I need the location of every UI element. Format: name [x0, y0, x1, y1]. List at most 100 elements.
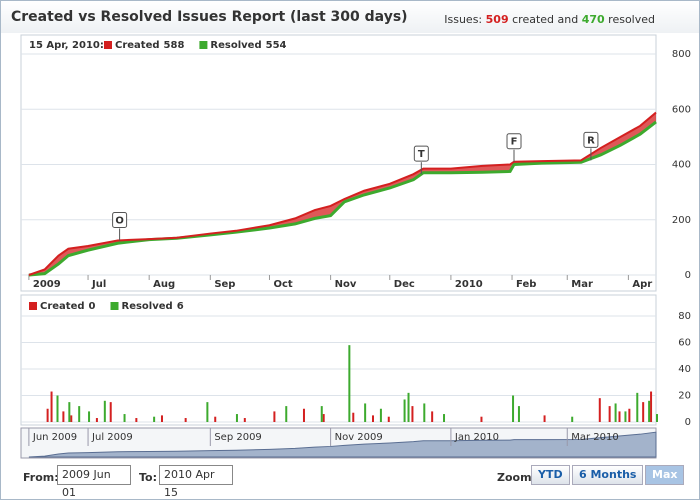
flag-label: R — [587, 135, 595, 146]
legend-name: Created — [115, 40, 160, 51]
bar — [650, 391, 653, 422]
legend-date: 15 Apr, 2010: — [29, 40, 104, 51]
y-tick-label: 0 — [685, 270, 691, 281]
legend-swatch — [29, 302, 37, 310]
series-line — [28, 120, 657, 277]
bar — [135, 418, 138, 422]
bar — [512, 395, 515, 422]
bar — [443, 414, 446, 422]
bar — [431, 411, 434, 422]
bar — [214, 416, 217, 422]
navigator-label: Jan 2010 — [454, 432, 499, 443]
flag-label: O — [115, 215, 124, 226]
legend-name: Created — [40, 301, 85, 312]
bar — [95, 418, 98, 422]
bar — [78, 406, 81, 422]
y-tick-label: 600 — [672, 104, 691, 115]
bar — [636, 392, 639, 422]
title-bar: Created vs Resolved Issues Report (last … — [1, 1, 699, 33]
bar — [411, 406, 414, 422]
bar — [50, 391, 53, 422]
bar — [624, 411, 627, 422]
bar — [123, 414, 126, 422]
bar — [608, 406, 611, 422]
summary: Issues: 509 created and 470 resolved — [444, 13, 655, 26]
from-input[interactable]: 2009 Jun 01 — [57, 465, 131, 499]
bar — [517, 406, 520, 422]
x-tick-label: Mar — [571, 279, 593, 290]
legend-swatch — [104, 41, 112, 49]
bar — [628, 408, 631, 422]
to-input[interactable]: 2010 Apr 15 — [159, 465, 233, 499]
legend-swatch — [199, 41, 208, 49]
legend-name: Resolved — [122, 301, 173, 312]
bar — [160, 415, 163, 422]
bar — [403, 399, 406, 422]
flag — [413, 145, 429, 162]
bar — [62, 411, 65, 422]
x-tick-label: Jul — [91, 279, 106, 290]
bar — [206, 402, 209, 422]
range-bar: From: 2009 Jun 01 To: 2010 Apr 15 Zoom: … — [1, 463, 699, 499]
summary-text: resolved — [608, 13, 655, 26]
bar — [243, 418, 246, 422]
bar — [571, 416, 574, 422]
bar — [598, 398, 601, 422]
bar — [656, 414, 658, 422]
bar — [56, 395, 59, 422]
legend-name: Resolved — [210, 40, 261, 51]
navigator-label: Sep 2009 — [214, 432, 261, 443]
navigator-area — [28, 431, 657, 458]
navigator-label: Nov 2009 — [335, 432, 383, 443]
legend-value: 588 — [164, 40, 185, 51]
bar — [379, 408, 382, 422]
flag-label: T — [418, 149, 425, 160]
legend-swatch — [110, 302, 119, 310]
bar — [302, 408, 305, 422]
navigator-label: Mar 2010 — [571, 432, 619, 443]
bottom-frame — [20, 294, 657, 426]
bar — [387, 416, 390, 422]
bar — [235, 414, 238, 422]
x-tick-label: Aug — [153, 279, 175, 290]
top-frame — [20, 34, 657, 292]
from-label: From: — [23, 471, 59, 484]
bar — [371, 415, 374, 422]
bar — [348, 345, 351, 422]
flag-label: F — [511, 137, 518, 148]
to-label: To: — [139, 471, 157, 484]
bar — [480, 416, 483, 422]
bar — [88, 411, 91, 422]
y-tick-label: 0 — [685, 417, 691, 428]
legend-value: 6 — [177, 301, 184, 312]
y-tick-label: 40 — [678, 364, 691, 375]
navigator-label: Jul 2009 — [91, 432, 133, 443]
zoom-button[interactable]: Max — [645, 465, 685, 485]
bar — [543, 415, 546, 422]
x-tick-label: Sep — [214, 279, 235, 290]
bar — [407, 392, 410, 422]
bar — [322, 414, 325, 422]
series-line — [28, 111, 657, 276]
created-count: 509 — [485, 13, 509, 26]
x-tick-label: 2009 — [33, 279, 61, 290]
title: Created vs Resolved Issues Report (last … — [11, 9, 408, 25]
bar — [614, 403, 617, 422]
zoom-button[interactable]: 6 Months — [572, 465, 644, 485]
flag — [112, 211, 128, 228]
gap-area — [28, 112, 657, 275]
resolved-count: 470 — [581, 13, 605, 26]
bar — [618, 411, 621, 422]
y-tick-label: 800 — [672, 49, 691, 60]
bar — [70, 415, 73, 422]
flag — [583, 131, 599, 148]
zoom-button[interactable]: YTD — [531, 465, 570, 485]
bar — [423, 403, 426, 422]
y-tick-label: 80 — [678, 311, 691, 322]
navigator-label: Jun 2009 — [32, 432, 77, 443]
legend-value: 554 — [266, 40, 287, 51]
bar — [642, 402, 645, 422]
x-tick-label: Nov — [335, 279, 357, 290]
bar — [184, 418, 187, 422]
